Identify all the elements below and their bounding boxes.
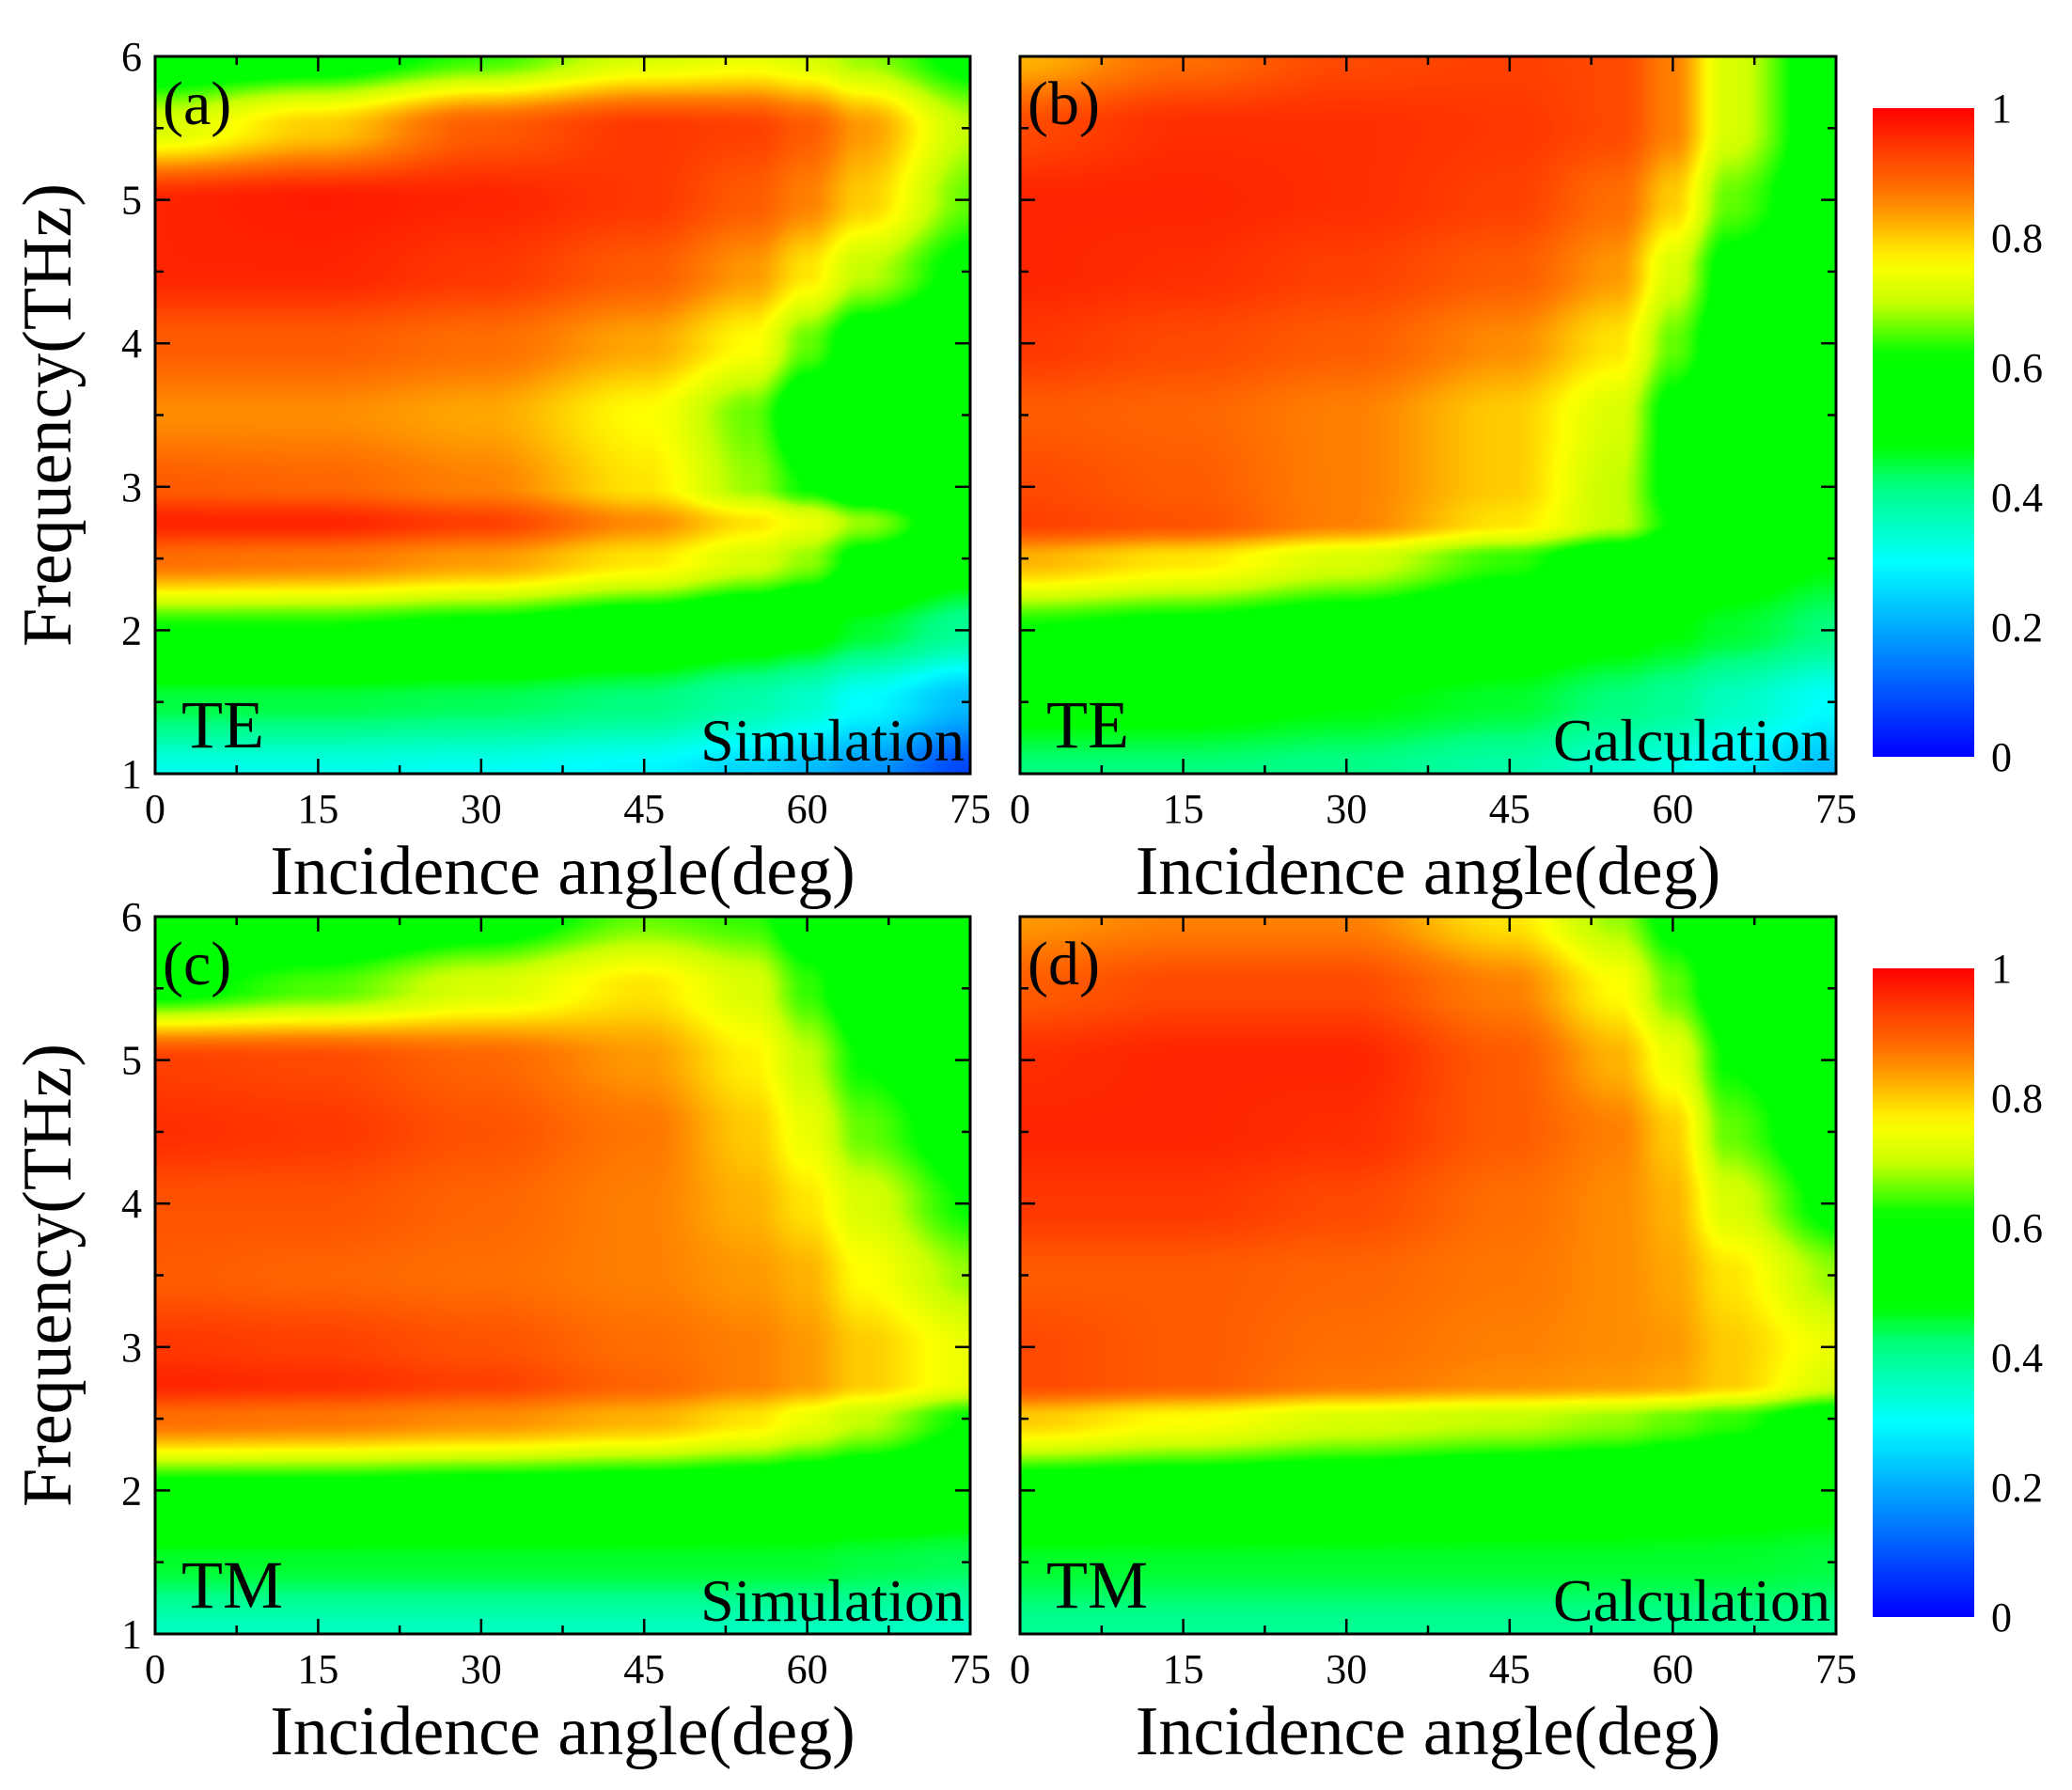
x-tick-label: 75 [950, 1646, 991, 1692]
y-tick-label: 6 [121, 894, 142, 940]
y-tick-label: 3 [121, 1325, 142, 1371]
colorbar-tick-label: 0.4 [1991, 1335, 2043, 1381]
x-axis-title: Incidence angle(deg) [270, 1693, 855, 1770]
colorbar-tick-label: 0 [1991, 734, 2012, 780]
x-tick-label: 45 [1489, 1646, 1530, 1692]
heatmap-a [155, 56, 970, 774]
method-label: Calculation [1553, 1567, 1830, 1634]
x-tick-label: 0 [1010, 786, 1030, 832]
colorbar-tick-label: 0.2 [1991, 1465, 2043, 1511]
y-tick-label: 2 [121, 1468, 142, 1514]
colorbar-gradient [1873, 108, 1974, 757]
x-tick-label: 30 [461, 1646, 502, 1692]
colorbar-tick-label: 0.6 [1991, 1205, 2043, 1251]
method-label: Calculation [1553, 707, 1830, 774]
method-label: Simulation [700, 707, 965, 774]
panel-b: 0 15 30 45 60 75 Incidence angle(deg) (b) TE Calc… [1010, 55, 1857, 910]
polarization-label: TM [181, 1547, 283, 1623]
x-tick-label: 45 [623, 1646, 665, 1692]
polarization-label: TM [1046, 1547, 1148, 1623]
x-tick-label: 75 [950, 786, 991, 832]
colorbar-tick-label: 0 [1991, 1594, 2012, 1641]
colorbar-1: 1 0.8 0.6 0.4 0.2 0 [1873, 86, 2043, 780]
colorbar-gradient [1873, 968, 1974, 1617]
y-axis-title: Frequency(THz) [9, 183, 86, 647]
x-tick-label: 60 [787, 1646, 828, 1692]
colorbar-tick-label: 1 [1991, 86, 2012, 132]
x-axis-title: Incidence angle(deg) [1136, 1693, 1720, 1770]
colorbar-tick-label: 0.4 [1991, 475, 2043, 521]
polarization-label: TE [1046, 687, 1129, 762]
x-tick-label: 0 [145, 1646, 165, 1692]
panel-label: (c) [163, 930, 231, 998]
y-tick-label: 1 [121, 751, 142, 797]
y-tick-label: 3 [121, 464, 142, 510]
heatmap-c [155, 917, 970, 1634]
x-tick-label: 30 [1326, 786, 1367, 832]
x-tick-label: 60 [1652, 786, 1693, 832]
x-tick-label: 15 [1163, 1646, 1204, 1692]
panel-label: (b) [1028, 70, 1100, 138]
y-tick-label: 5 [121, 1038, 142, 1084]
x-tick-label: 0 [145, 786, 165, 832]
polarization-label: TE [181, 687, 264, 762]
y-tick-label: 1 [121, 1611, 142, 1657]
heatmap-b [1020, 56, 1836, 774]
x-tick-label: 30 [461, 786, 502, 832]
x-tick-label: 0 [1010, 1646, 1030, 1692]
x-tick-label: 45 [1489, 786, 1530, 832]
heatmap-d [1020, 917, 1836, 1634]
y-tick-label: 4 [121, 1181, 142, 1227]
x-tick-label: 15 [1163, 786, 1204, 832]
panel-label: (a) [163, 70, 231, 138]
panel-label: (d) [1028, 930, 1100, 998]
x-tick-label: 30 [1326, 1646, 1367, 1692]
colorbar-tick-label: 0.8 [1991, 1076, 2043, 1122]
colorbar-tick-label: 0.2 [1991, 605, 2043, 651]
x-tick-label: 75 [1815, 786, 1857, 832]
x-tick-label: 15 [297, 786, 338, 832]
x-axis-title: Incidence angle(deg) [270, 833, 855, 910]
x-tick-label: 60 [787, 786, 828, 832]
method-label: Simulation [700, 1567, 965, 1634]
y-tick-label: 5 [121, 178, 142, 224]
x-tick-label: 15 [297, 1646, 338, 1692]
x-tick-label: 75 [1815, 1646, 1857, 1692]
y-axis-title: Frequency(THz) [9, 1044, 86, 1507]
y-tick-label: 2 [121, 607, 142, 653]
colorbar-tick-label: 1 [1991, 946, 2012, 992]
y-tick-label: 6 [121, 34, 142, 80]
x-tick-label: 60 [1652, 1646, 1693, 1692]
colorbar-tick-label: 0.6 [1991, 345, 2043, 391]
x-axis-title: Incidence angle(deg) [1136, 833, 1720, 910]
colorbar-tick-label: 0.8 [1991, 215, 2043, 261]
x-tick-label: 45 [623, 786, 665, 832]
colorbar-2: 1 0.8 0.6 0.4 0.2 0 [1873, 946, 2043, 1641]
y-tick-label: 4 [121, 321, 142, 367]
panel-d: 0 15 30 45 60 75 Incidence angle(deg) (d) TM Calc… [1010, 915, 1857, 1770]
